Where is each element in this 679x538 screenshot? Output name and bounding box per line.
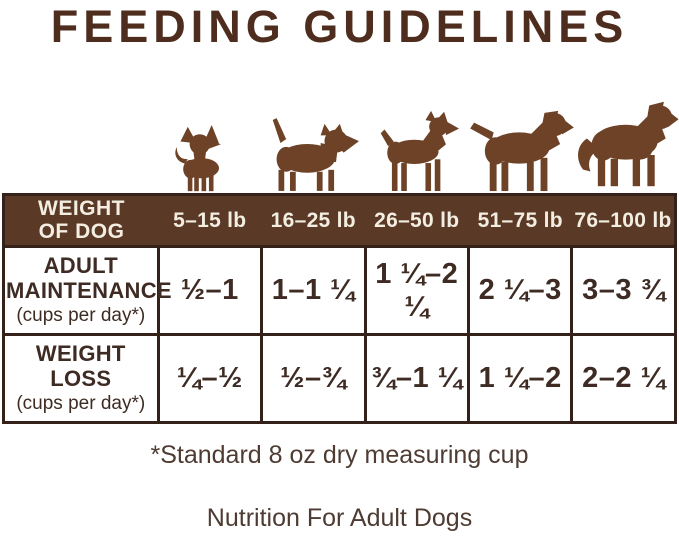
row-sublabel: (cups per day*) [16, 305, 146, 327]
cell-adult-16-25: 1–1 ¼ [260, 245, 367, 337]
rottweiler-icon [470, 111, 574, 192]
col-header-76-100-lb: 76–100 lb [571, 194, 676, 247]
dog-cell-3 [365, 107, 470, 193]
bernese-mountain-dog-icon [578, 102, 679, 187]
boxer-icon [380, 111, 459, 192]
cell-adult-5-15: ½–1 [156, 245, 264, 337]
cell-adult-51-75: 2 ¼–3 [466, 245, 574, 337]
bottom-caption: Nutrition For Adult Dogs [206, 504, 473, 533]
dog-cell-1 [156, 125, 261, 193]
page-title: FEEDING GUIDELINES [50, 1, 629, 52]
col-header-16-25-lb: 16–25 lb [261, 194, 366, 247]
header-row: WEIGHT OF DOG 5–15 lb 16–25 lb 26–50 lb … [3, 194, 676, 247]
col-header-51-75-lb: 51–75 lb [468, 194, 572, 247]
dog-cell-4 [470, 105, 575, 193]
feeding-table-header: WEIGHT OF DOG 5–15 lb 16–25 lb 26–50 lb … [3, 194, 676, 247]
cell-loss-76-100: 2–2 ¼ [570, 333, 677, 425]
chihuahua-icon [175, 125, 222, 192]
cell-loss-51-75: 1 ¼–2 [466, 333, 574, 425]
measuring-cup-footnote: *Standard 8 oz dry measuring cup [150, 441, 529, 470]
cell-adult-76-100: 3–3 ¾ [570, 245, 677, 337]
dog-cell-5 [574, 95, 679, 193]
terrier-icon [272, 118, 359, 192]
row-header-weight-loss: WEIGHT LOSS (cups per day*) [2, 333, 160, 425]
dog-size-row [0, 91, 679, 193]
feeding-table: WEIGHT OF DOG 5–15 lb 16–25 lb 26–50 lb … [2, 193, 677, 425]
table-row-adult-maintenance: ADULT MAINTENANCE (cups per day*) ½–1 1–… [2, 245, 677, 337]
dog-cell-2 [261, 116, 366, 193]
row-label: WEIGHT LOSS [35, 341, 126, 391]
cell-loss-5-15: ¼–½ [156, 333, 264, 425]
row-label: ADULT MAINTENANCE [6, 253, 172, 303]
row-sublabel: (cups per day*) [16, 393, 146, 415]
col-header-weight-of-dog: WEIGHT OF DOG [3, 194, 159, 247]
cell-loss-26-50: ¾–1 ¼ [363, 333, 471, 425]
table-row-weight-loss: WEIGHT LOSS (cups per day*) ¼–½ ½–¾ ¾–1 … [2, 333, 677, 425]
col-header-5-15-lb: 5–15 lb [158, 194, 262, 247]
cell-adult-26-50: 1 ¼–2 ¼ [363, 245, 471, 337]
row-header-adult-maintenance: ADULT MAINTENANCE (cups per day*) [2, 245, 172, 337]
cell-loss-16-25: ½–¾ [260, 333, 367, 425]
col-header-26-50-lb: 26–50 lb [365, 194, 469, 247]
